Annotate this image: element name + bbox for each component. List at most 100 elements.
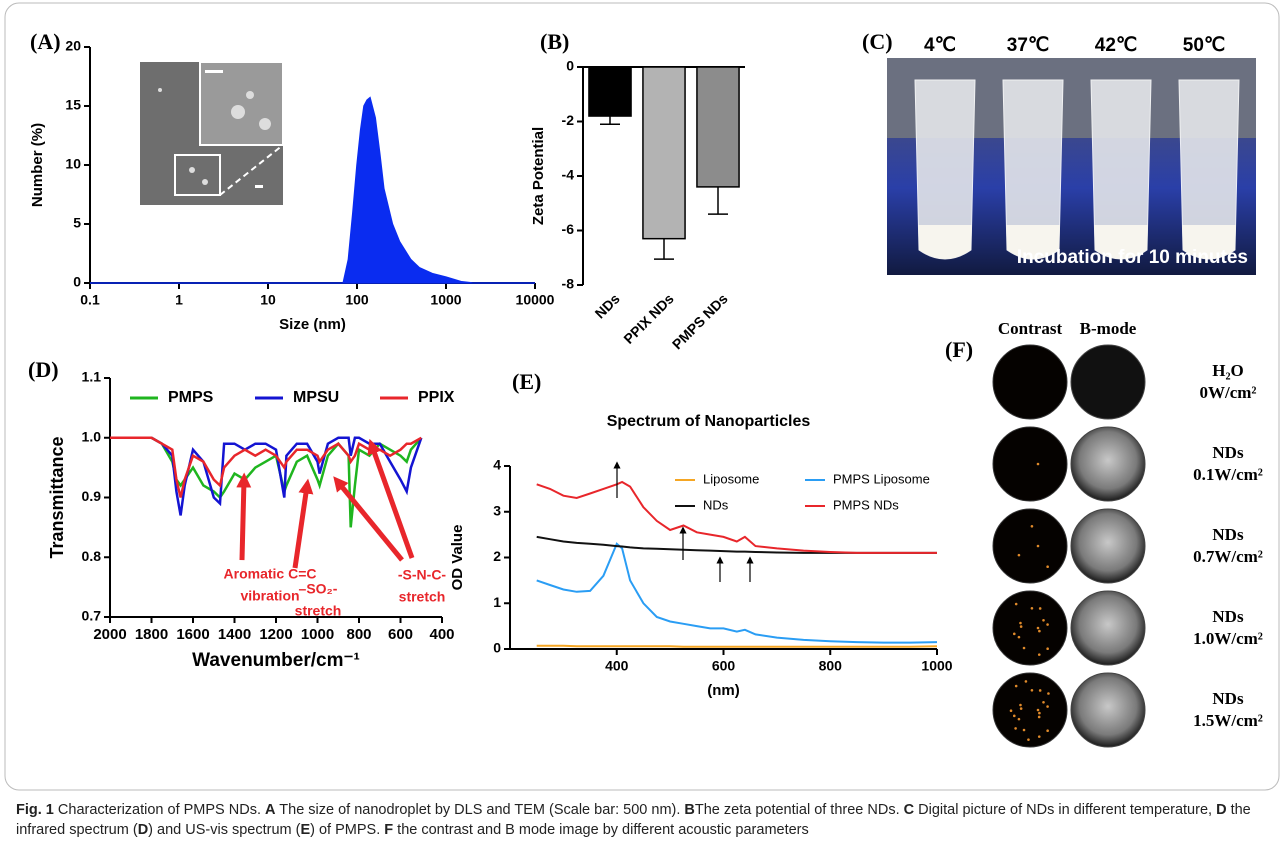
legend-label: PMPS NDs: [833, 497, 899, 512]
caption-text: A: [265, 802, 276, 818]
contrast-image: [992, 508, 1068, 584]
contrast-speck: [1014, 727, 1017, 730]
caption-text: ) and US-vis spectrum (: [148, 822, 301, 838]
contrast-speck: [1036, 462, 1040, 466]
caption-text: E: [300, 822, 311, 838]
caption-text: ) of PMPS.: [310, 822, 385, 838]
bar: [696, 66, 740, 188]
row-label: NDs: [1212, 689, 1244, 708]
x-tick-label: 2000: [93, 626, 126, 643]
x-tick-label: 0.1: [80, 292, 100, 308]
y-tick-label: 4: [493, 457, 501, 473]
contrast-speck: [1046, 565, 1049, 569]
contrast-speck: [1046, 705, 1049, 708]
contrast-speck: [1046, 623, 1049, 626]
contrast-speck: [1042, 700, 1045, 704]
row-label: 0W/cm²: [1199, 383, 1256, 402]
row-label: 1.0W/cm²: [1193, 629, 1263, 648]
contrast-image: [992, 344, 1068, 420]
contrast-speck: [1017, 635, 1021, 639]
annotation: -S-N-C-: [398, 567, 447, 583]
panel-label: (F): [945, 337, 973, 362]
contrast-speck: [1019, 625, 1023, 628]
y-tick-label: 0.7: [82, 608, 102, 624]
caption-text: D: [1216, 802, 1227, 818]
caption-text: D: [137, 822, 149, 838]
caption-text: Characterization of PMPS NDs.: [53, 802, 266, 818]
x-tick-label: PPIX NDs: [620, 290, 677, 347]
annotation: vibration: [240, 588, 299, 604]
y-tick-label: 1.0: [82, 428, 102, 444]
y-tick-label: -2: [562, 112, 575, 128]
contrast-speck: [1017, 717, 1021, 721]
contrast-speck: [1037, 715, 1041, 719]
y-tick-label: 5: [73, 215, 81, 231]
y-tick-label: 0.8: [82, 548, 102, 564]
annotation: stretch: [295, 603, 342, 619]
contrast-speck: [1022, 646, 1026, 650]
legend-label: Liposome: [703, 471, 759, 486]
contrast-speck: [1009, 709, 1013, 712]
row-label: 0.7W/cm²: [1193, 547, 1263, 566]
caption-text: F: [384, 822, 394, 838]
x-tick-label: 400: [429, 626, 454, 643]
bar: [588, 66, 632, 117]
tube-content: [918, 225, 972, 259]
tube-photo: [887, 58, 1256, 275]
annotation-arrow: [333, 476, 404, 562]
x-tick-label: 800: [346, 626, 371, 643]
caption-text: C: [903, 802, 915, 818]
legend-label: PMPS Liposome: [833, 471, 930, 486]
caption-text: the infrared spectrum (: [16, 802, 1255, 838]
y-axis-title: OD Value: [449, 525, 466, 591]
x-axis-title: Size (nm): [279, 316, 346, 333]
caption-text: The zeta potential of three NDs.: [694, 802, 904, 818]
row-label: NDs: [1212, 443, 1244, 462]
x-tick-label: 600: [712, 658, 736, 674]
x-tick-label: 10000: [516, 292, 555, 308]
annotation-arrow: [367, 438, 415, 559]
error-bar: [600, 116, 620, 125]
row-label: H₂O: [1212, 361, 1244, 380]
contrast-speck: [1017, 553, 1021, 557]
x-tick-label: 1000: [301, 626, 334, 643]
bmode-image: [1070, 508, 1146, 584]
contrast-speck: [1047, 692, 1050, 695]
tube-content: [1182, 225, 1236, 259]
contrast-image: [992, 590, 1068, 666]
annotation-arrow: [236, 472, 252, 561]
x-tick-label: 1000: [921, 658, 952, 674]
bar: [642, 66, 686, 240]
annotation-arrow: [292, 478, 314, 569]
y-tick-label: 1: [493, 594, 501, 610]
contrast-speck: [1030, 688, 1034, 692]
figure-caption: Fig. 1 Characterization of PMPS NDs. A T…: [16, 800, 1266, 840]
x-tick-label: 800: [819, 658, 843, 674]
caption-label: Fig. 1: [16, 802, 54, 818]
contrast-speck: [1036, 626, 1040, 630]
contrast-speck: [1019, 621, 1022, 625]
figure-frame: [4, 2, 1280, 791]
contrast-speck: [1046, 729, 1049, 733]
y-tick-label: -4: [562, 167, 575, 183]
contrast-speck: [1042, 618, 1045, 622]
panel-label: (C): [862, 29, 893, 54]
contrast-speck: [1019, 707, 1023, 710]
contrast-speck: [1038, 689, 1042, 692]
x-tick-label: 10: [260, 292, 276, 308]
x-axis-title: Wavenumber/cm⁻¹: [192, 650, 360, 671]
error-bar: [654, 238, 674, 260]
y-tick-label: -6: [562, 221, 575, 237]
row-label: NDs: [1212, 607, 1244, 626]
x-tick-label: 1200: [259, 626, 292, 643]
y-tick-label: 15: [65, 97, 81, 113]
contrast-speck: [1030, 606, 1034, 610]
legend-label: PPIX: [418, 389, 455, 406]
contrast-speck: [1038, 711, 1041, 715]
legend-label: MPSU: [293, 389, 339, 406]
contrast-speck: [1037, 735, 1041, 738]
x-tick-label: 600: [388, 626, 413, 643]
contrast-speck: [1037, 653, 1041, 656]
